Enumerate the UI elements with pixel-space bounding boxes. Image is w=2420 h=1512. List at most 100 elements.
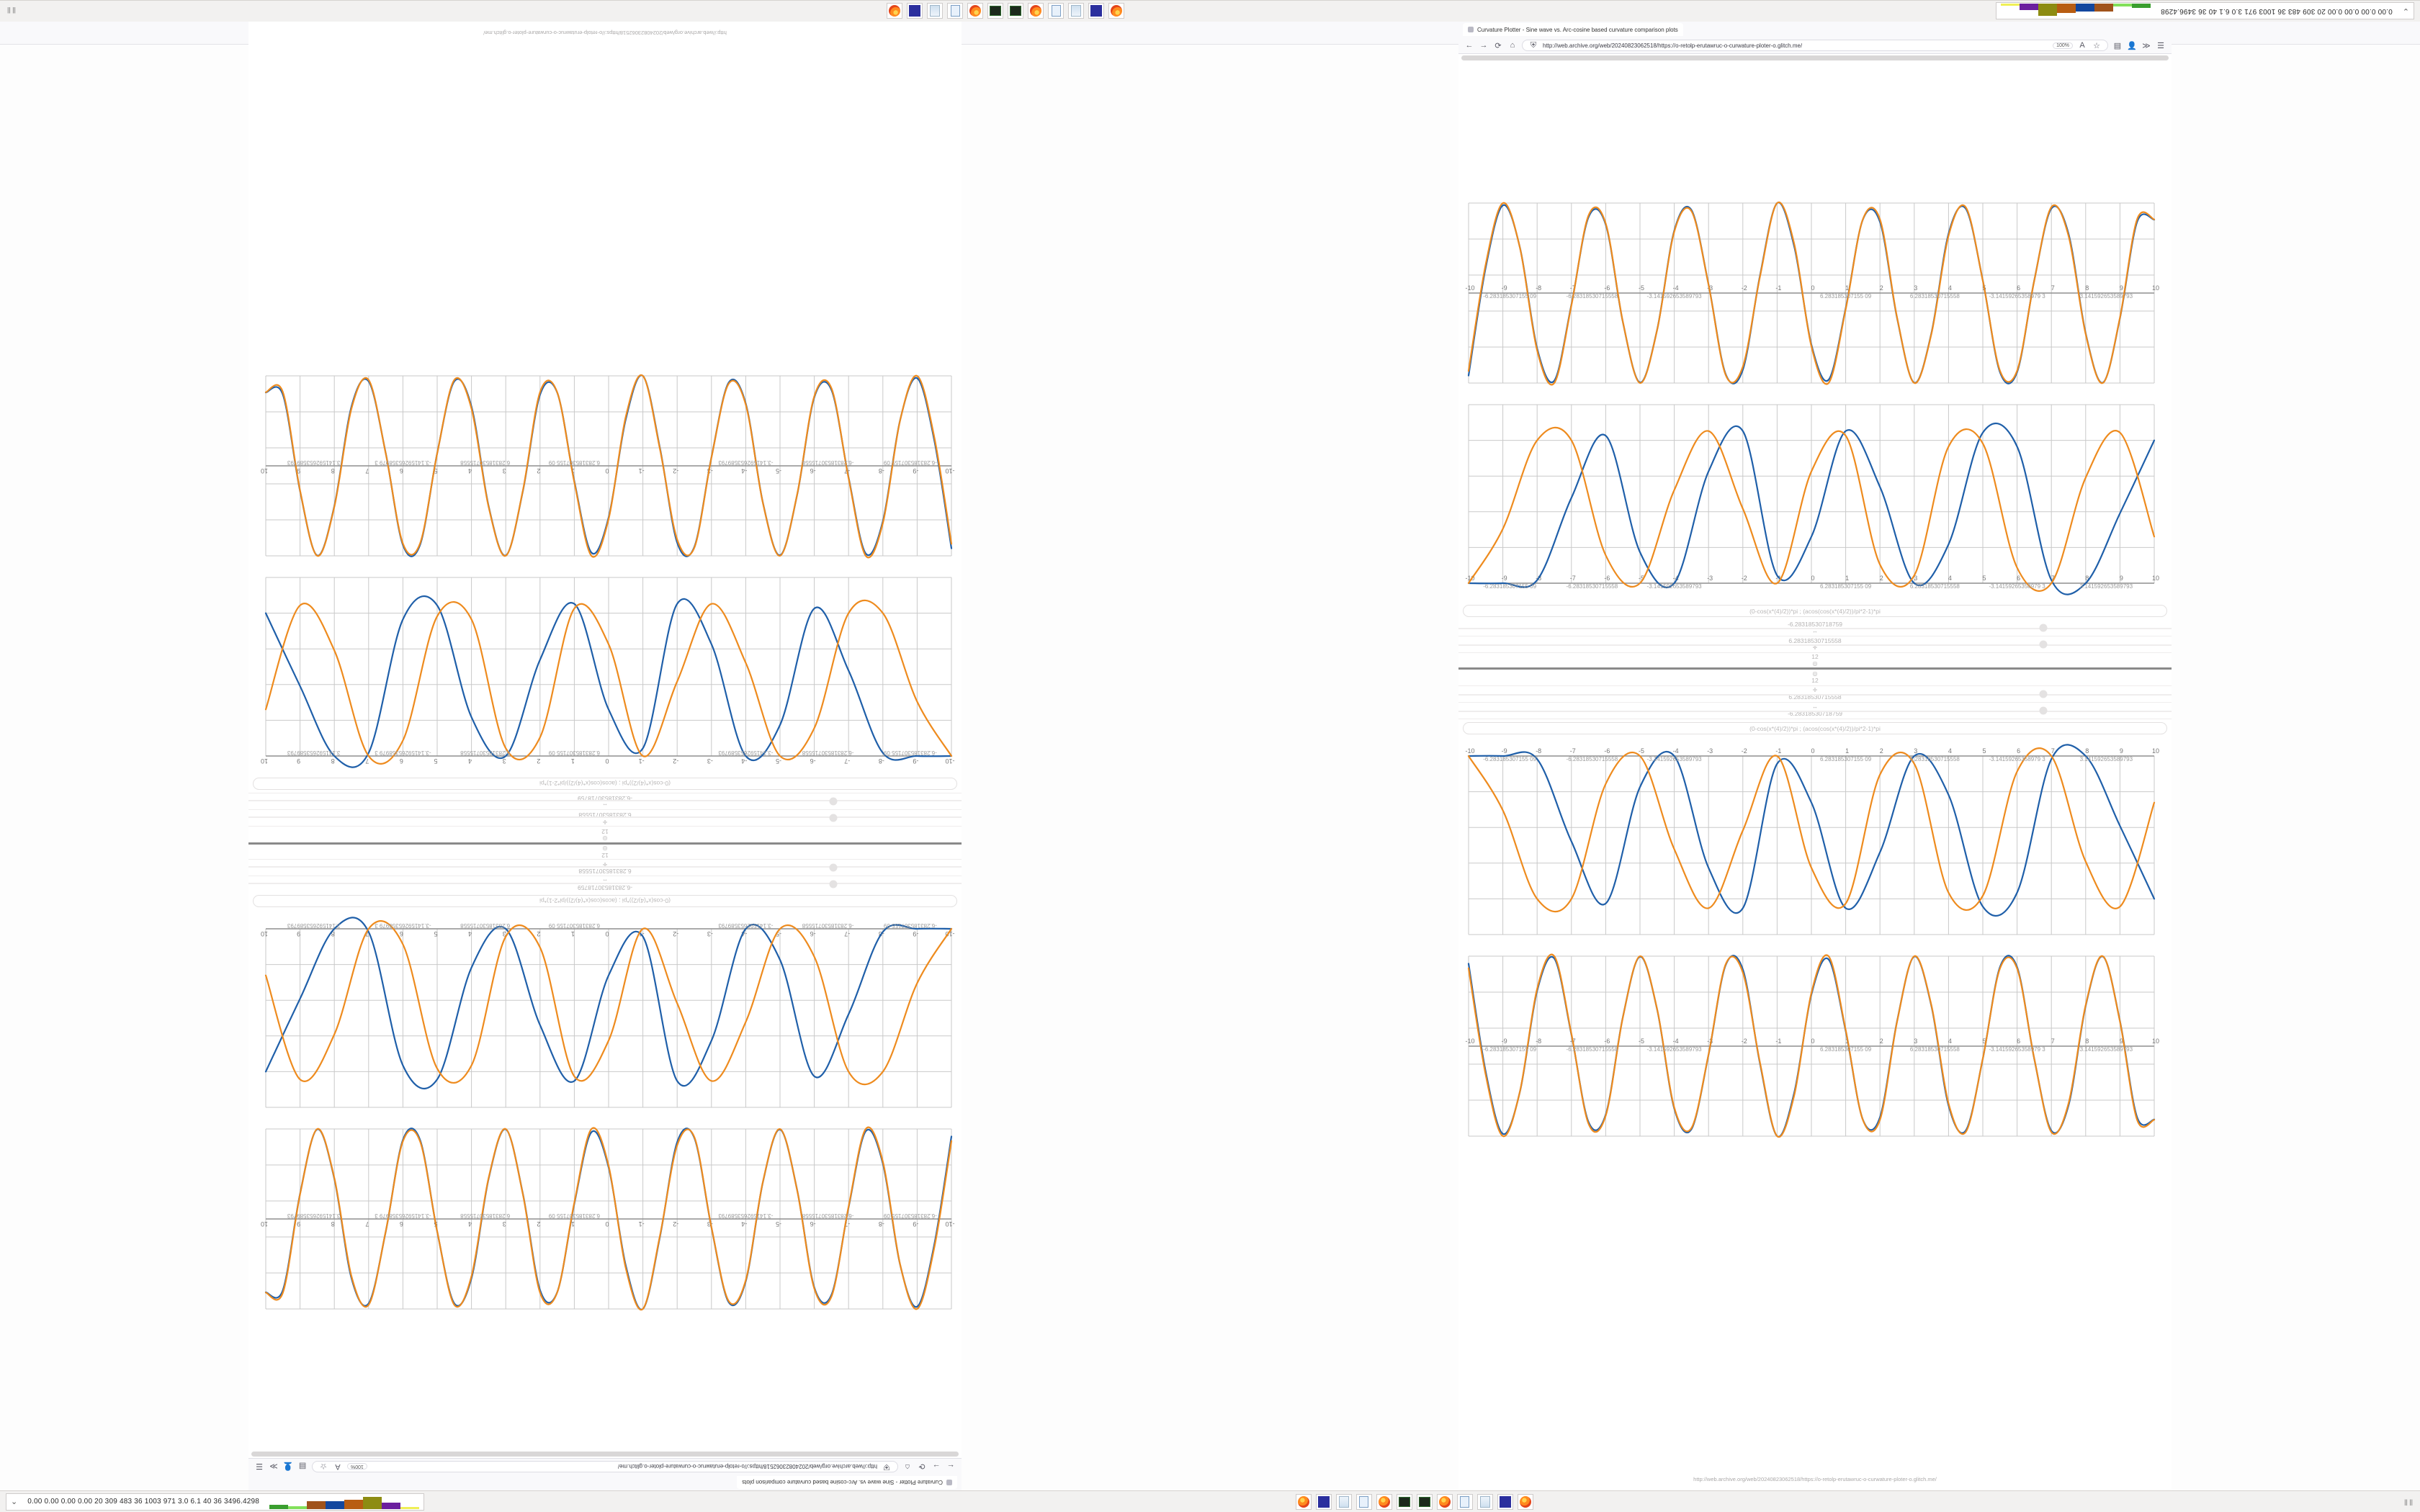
- nav-bar-right[interactable]: ← → ⟳ ⌂ ⛨ http://web.archive.org/web/202…: [1458, 37, 2172, 53]
- formula-input-bottom-right[interactable]: (0-cos(x*(4)/2))*pi ; (acos(cos(x*(4)/2)…: [1463, 722, 2167, 734]
- calculator-icon[interactable]: [1048, 3, 1065, 19]
- slider-track[interactable]: [1458, 694, 2172, 696]
- formula-input-top-right[interactable]: (0-cos(x*(4)/2))*pi ; (acos(cos(x*(4)/2)…: [1463, 605, 2167, 617]
- firefox-icon[interactable]: [887, 3, 903, 19]
- slider-knob[interactable]: [2039, 690, 2048, 698]
- taskbar-bottom[interactable]: [1295, 1493, 1533, 1510]
- floppy-disk-icon[interactable]: [1088, 3, 1105, 19]
- firefox-icon[interactable]: [1295, 1493, 1312, 1510]
- resize-horizontal-icon[interactable]: ↔: [1811, 627, 1818, 634]
- forward-icon[interactable]: →: [932, 1462, 941, 1471]
- zoom-level-button[interactable]: 100%: [347, 1463, 367, 1470]
- library-icon[interactable]: ▤: [2113, 41, 2122, 50]
- floppy-disk-icon[interactable]: [1497, 1493, 1513, 1510]
- shield-icon[interactable]: ⛨: [1530, 40, 1537, 50]
- firefox-icon[interactable]: [1517, 1493, 1533, 1510]
- menu-icon[interactable]: ☰: [2157, 41, 2164, 50]
- control-row-6-left[interactable]: ↔ -6.28318530718759: [248, 793, 962, 809]
- move-icon[interactable]: ✛: [1812, 687, 1818, 694]
- tab-strip-right[interactable]: Curvature Plotter - Sine wave vs. Arc-co…: [1458, 22, 2172, 37]
- menu-icon[interactable]: ☰: [256, 1462, 263, 1471]
- address-bar-left[interactable]: ⛨ http://web.archive.org/web/20240823062…: [312, 1461, 898, 1472]
- slider-knob[interactable]: [2039, 640, 2048, 649]
- shield-icon[interactable]: ⛨: [883, 1462, 890, 1472]
- notes-icon[interactable]: [1068, 3, 1085, 19]
- slider-track[interactable]: [1458, 628, 2172, 629]
- system-monitor-top[interactable]: ⌄ 0.00 0.00 0.00 0.00 20 309 483 36 1003…: [1995, 2, 2414, 20]
- notes-icon[interactable]: [1335, 1493, 1352, 1510]
- target-icon[interactable]: ◎: [602, 834, 608, 842]
- calculator-icon[interactable]: [1456, 1493, 1473, 1510]
- extensions-icon[interactable]: ≫: [2142, 41, 2151, 50]
- firefox-icon[interactable]: [1376, 1493, 1392, 1510]
- home-icon[interactable]: ⌂: [905, 1462, 910, 1471]
- floppy-disk-icon[interactable]: [1315, 1493, 1332, 1510]
- control-row-4-right[interactable]: ◎ 12: [1458, 670, 2172, 686]
- forward-icon[interactable]: →: [1479, 41, 1488, 50]
- slider-knob[interactable]: [829, 880, 838, 888]
- workspace-pager-bottom[interactable]: || ||: [2404, 1498, 2413, 1506]
- floppy-disk-icon[interactable]: [907, 3, 923, 19]
- control-row-5-left[interactable]: ✛ 6.28318530715558: [248, 809, 962, 826]
- formula-input-top-left[interactable]: (0-cos(x*(4)/2))*pi ; (acos(cos(x*(4)/2)…: [253, 895, 957, 907]
- reload-icon[interactable]: ⟳: [1494, 41, 1502, 50]
- reload-icon[interactable]: ⟳: [918, 1462, 926, 1471]
- control-row-3-right[interactable]: 12 ◎: [1458, 653, 2172, 670]
- library-icon[interactable]: ▤: [298, 1462, 307, 1471]
- browser-window-right[interactable]: Curvature Plotter - Sine wave vs. Arc-co…: [1458, 22, 2172, 1490]
- back-icon[interactable]: ←: [946, 1462, 955, 1471]
- back-icon[interactable]: ←: [1465, 41, 1474, 50]
- terminal-icon[interactable]: [1008, 3, 1024, 19]
- reader-mode-icon[interactable]: A: [2079, 41, 2085, 50]
- terminal-icon[interactable]: [1416, 1493, 1433, 1510]
- slider-knob[interactable]: [2039, 624, 2048, 632]
- control-row-6-right[interactable]: ↔ -6.28318530718759: [1458, 703, 2172, 719]
- slider-track[interactable]: [1458, 644, 2172, 646]
- tab-strip-left[interactable]: Curvature Plotter - Sine wave vs. Arc-co…: [248, 1475, 962, 1490]
- slider-track[interactable]: [248, 800, 962, 801]
- slider-knob[interactable]: [829, 814, 838, 822]
- tab-curvature-plotter[interactable]: Curvature Plotter - Sine wave vs. Arc-co…: [737, 1476, 957, 1489]
- resize-horizontal-icon[interactable]: ↔: [1811, 703, 1818, 711]
- firefox-icon[interactable]: [967, 3, 984, 19]
- terminal-icon[interactable]: [987, 3, 1004, 19]
- slider-knob[interactable]: [829, 863, 838, 872]
- taskbar-top[interactable]: [887, 3, 1125, 19]
- control-row-1-right[interactable]: -6.28318530718759 ↔: [1458, 620, 2172, 636]
- firefox-icon[interactable]: [1028, 3, 1044, 19]
- resize-horizontal-icon[interactable]: ↔: [602, 801, 609, 809]
- target-icon[interactable]: ◎: [1812, 660, 1818, 667]
- control-row-2-left[interactable]: 6.28318530715558 ✛: [248, 859, 962, 876]
- control-row-3-left[interactable]: 12 ◎: [248, 842, 962, 859]
- workspace-pager-top[interactable]: || ||: [7, 7, 16, 15]
- reader-mode-icon[interactable]: A: [335, 1462, 341, 1471]
- firefox-icon[interactable]: [1436, 1493, 1453, 1510]
- control-row-5-right[interactable]: ✛ 6.28318530715558: [1458, 686, 2172, 703]
- account-icon[interactable]: 👤: [2127, 41, 2137, 50]
- extensions-icon[interactable]: ≫: [269, 1462, 278, 1471]
- slider-track[interactable]: [1458, 711, 2172, 712]
- account-icon[interactable]: 👤: [283, 1462, 293, 1471]
- calculator-icon[interactable]: [1355, 1493, 1372, 1510]
- slider-track[interactable]: [248, 816, 962, 818]
- slider-knob[interactable]: [2039, 706, 2048, 715]
- slider-knob[interactable]: [829, 797, 838, 806]
- zoom-level-button[interactable]: 100%: [2053, 42, 2073, 49]
- target-icon[interactable]: ◎: [1812, 670, 1818, 678]
- calculator-icon[interactable]: [947, 3, 964, 19]
- control-row-2-right[interactable]: 6.28318530715558 ✛: [1458, 636, 2172, 653]
- system-monitor-bottom[interactable]: ⌄ 0.00 0.00 0.00 0.00 20 309 483 36 1003…: [6, 1493, 425, 1511]
- slider-track[interactable]: [248, 866, 962, 868]
- tab-curvature-plotter[interactable]: Curvature Plotter - Sine wave vs. Arc-co…: [1463, 23, 1683, 36]
- browser-window-left[interactable]: Curvature Plotter - Sine wave vs. Arc-co…: [248, 22, 962, 1490]
- terminal-icon[interactable]: [1396, 1493, 1412, 1510]
- slider-track[interactable]: [248, 883, 962, 884]
- move-icon[interactable]: ✛: [602, 818, 608, 825]
- firefox-icon[interactable]: [1108, 3, 1125, 19]
- control-row-1-left[interactable]: -6.28318530718759 ↔: [248, 876, 962, 892]
- formula-input-bottom-left[interactable]: (0-cos(x*(4)/2))*pi ; (acos(cos(x*(4)/2)…: [253, 778, 957, 790]
- bookmark-star-icon[interactable]: ☆: [2093, 41, 2100, 50]
- home-icon[interactable]: ⌂: [1510, 41, 1515, 50]
- address-bar-right[interactable]: ⛨ http://web.archive.org/web/20240823062…: [1522, 40, 2108, 51]
- nav-bar-left[interactable]: ← → ⟳ ⌂ ⛨ http://web.archive.org/web/202…: [248, 1459, 962, 1475]
